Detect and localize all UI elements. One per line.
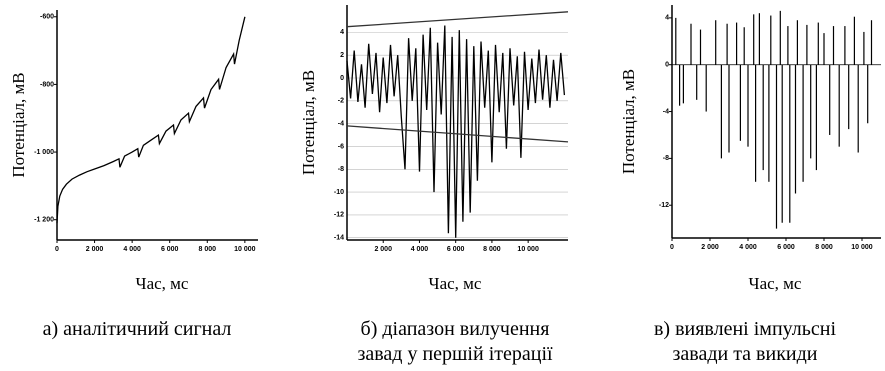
- y-tick-label: -600: [40, 14, 54, 21]
- y-tick-label: -4: [338, 120, 344, 127]
- y-axis-label: Потенціал, мВ: [619, 69, 638, 174]
- y-tick-label: -2: [338, 98, 344, 105]
- x-tick-label: 4 000: [411, 246, 429, 253]
- caption: в) виявлені імпульсні: [654, 318, 836, 340]
- y-axis-label: Потенціал, мВ: [9, 72, 28, 177]
- x-tick-label: 0: [55, 246, 59, 253]
- x-tick-label: 4 000: [739, 244, 757, 251]
- y-axis-label: Потенціал, мВ: [299, 70, 318, 175]
- y-tick-label: -14: [334, 235, 344, 242]
- x-tick-label: 10 000: [851, 244, 873, 251]
- x-tick-label: 6 000: [777, 244, 795, 251]
- caption: а) аналітичний сигнал: [43, 318, 232, 340]
- line: [346, 25, 566, 238]
- y-tick-label: -800: [40, 81, 54, 88]
- x-axis-label: Час, мс: [429, 274, 482, 293]
- x-tick-label: 2 000: [86, 246, 104, 253]
- x-axis-label: Час, мс: [749, 274, 802, 293]
- y-tick-label: -1 000: [34, 149, 54, 156]
- y-tick-label: -4: [663, 108, 669, 115]
- y-tick-label: -8: [663, 155, 669, 162]
- caption: завад у першій ітерації: [357, 343, 553, 365]
- y-tick-label: -10: [334, 189, 344, 196]
- y-tick-label: 0: [340, 75, 344, 82]
- line: [346, 11, 569, 28]
- x-tick-label: 8 000: [483, 246, 501, 253]
- x-tick-label: 6 000: [161, 246, 179, 253]
- x-tick-label: 4 000: [123, 246, 141, 253]
- x-tick-label: 8 000: [815, 244, 833, 251]
- x-tick-label: 2 000: [701, 244, 719, 251]
- y-tick-label: -6: [338, 143, 344, 150]
- y-tick-label: -8: [338, 166, 344, 173]
- x-axis-label: Час, мс: [136, 274, 189, 293]
- x-tick-label: 10 000: [517, 246, 539, 253]
- x-tick-label: 10 000: [234, 246, 256, 253]
- y-tick-label: -1 200: [34, 217, 54, 224]
- y-tick-label: -12: [334, 212, 344, 219]
- caption: завади та викиди: [672, 343, 817, 365]
- x-tick-label: 6 000: [447, 246, 465, 253]
- y-tick-label: 2: [340, 52, 344, 59]
- line: [56, 16, 246, 224]
- line: [346, 125, 569, 143]
- x-tick-label: 8 000: [199, 246, 217, 253]
- x-tick-label: 2 000: [374, 246, 392, 253]
- y-tick-label: 4: [340, 29, 344, 36]
- y-tick-label: 0: [665, 62, 669, 69]
- y-tick-label: -12: [659, 202, 669, 209]
- caption: б) діапазон вилучення: [361, 318, 550, 340]
- x-tick-label: 0: [670, 244, 674, 251]
- y-tick-label: 4: [665, 15, 669, 22]
